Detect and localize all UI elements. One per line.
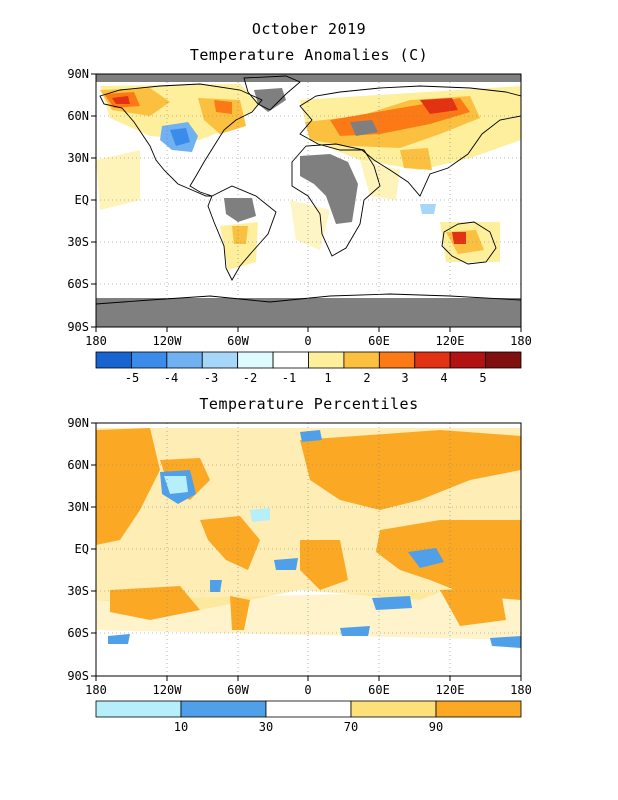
percentile-field [96,428,521,648]
percentile-map: 90N 60N 30N EQ 30S 60S 90S 180 120W 60W … [67,416,532,697]
anomaly-legend [95,351,522,369]
lon-label: 180 [510,683,532,697]
legend-swatch [378,351,416,369]
lat-label: 30S [67,235,89,249]
lat-label: 90S [67,669,89,683]
legend-swatch [95,700,182,718]
lon-label: 180 [85,683,107,697]
anomaly-field [96,74,521,327]
legend-label: -5 [125,371,139,385]
lat-label: 30N [67,500,89,514]
legend-swatch [414,351,451,369]
legend-swatch [166,351,203,369]
legend-swatch [435,700,522,718]
lon-label: 60E [368,334,390,348]
legend-label: -1 [282,371,296,385]
lat-label: EQ [75,542,89,556]
lon-label: 60E [368,683,390,697]
lat-label: 90N [67,67,89,81]
legend-label: 30 [259,720,273,734]
lat-label: EQ [75,193,89,207]
legend-label: -3 [204,371,218,385]
percentile-legend [95,700,522,718]
lon-label: 120W [153,683,183,697]
lat-label: 90S [67,320,89,334]
legend-label: 90 [429,720,443,734]
legend-label: -4 [164,371,178,385]
lat-label: 60S [67,277,89,291]
lon-label: 120E [436,334,465,348]
lat-label: 60N [67,109,89,123]
lon-label: 180 [510,334,532,348]
legend-swatch [449,351,486,369]
graticule [96,74,521,327]
legend-label: -2 [243,371,257,385]
anomaly-legend-labels: -5 -4 -3 -2 -1 1 2 3 4 5 [125,371,487,385]
lon-label: 120W [153,334,183,348]
map-date-title: October 2019 [251,20,367,38]
legend-swatch [237,351,274,369]
lon-label: 0 [304,334,311,348]
legend-swatch [180,700,267,718]
lon-label: 60W [227,334,249,348]
legend-label: 1 [324,371,331,385]
legend-label: 10 [174,720,188,734]
legend-swatch [343,351,380,369]
anomaly-map: 90N 60N 30N EQ 30S 60S 90S 180 120W 60W … [67,67,532,348]
percentile-map-title: Temperature Percentiles [199,395,419,413]
lat-label: 30N [67,151,89,165]
lon-label: 60W [227,683,249,697]
legend-swatch [131,351,168,369]
lon-label: 0 [304,683,311,697]
lon-label: 120E [436,683,465,697]
legend-swatch [95,351,132,369]
legend-swatch [265,700,352,718]
anomaly-map-title: Temperature Anomalies (C) [189,46,429,64]
lon-label: 180 [85,334,107,348]
lat-label: 60N [67,458,89,472]
graticule [96,423,521,676]
legend-label: 2 [363,371,370,385]
lat-label: 90N [67,416,89,430]
legend-swatch [485,351,522,369]
legend-swatch [272,351,309,369]
percentile-legend-labels: 10 30 70 90 [174,720,443,734]
legend-label: 3 [401,371,408,385]
legend-swatch [350,700,437,718]
legend-swatch [308,351,345,369]
legend-label: 70 [344,720,358,734]
lat-label: 30S [67,584,89,598]
lat-label: 60S [67,626,89,640]
legend-label: 5 [479,371,486,385]
legend-label: 4 [440,371,447,385]
legend-swatch [201,351,239,369]
